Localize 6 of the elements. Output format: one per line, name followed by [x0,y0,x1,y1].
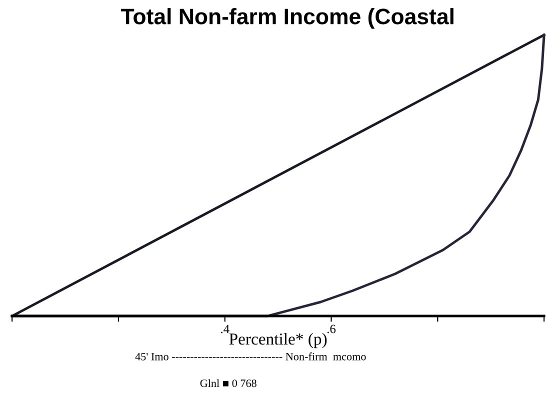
chart-title: Total Non-farm Income (Coastal [121,8,454,29]
x-tick-label: .4 [221,324,230,334]
text: 45' Imo ------------------------------ Non-firm mcomo [135,352,366,360]
x-tick-label: .6 [327,324,336,334]
text: Glnl ■ 0 768 [200,379,256,388]
x-axis-title: Percentile* (p) [229,332,327,348]
